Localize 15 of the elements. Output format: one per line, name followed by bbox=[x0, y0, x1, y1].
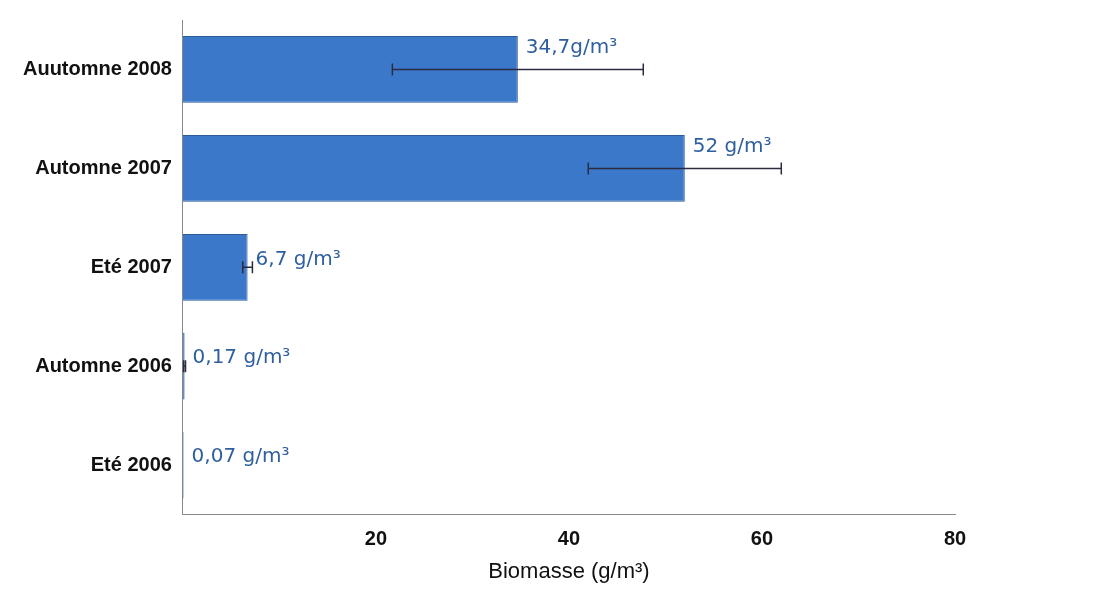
y-tick-label: Eté 2007 bbox=[90, 254, 172, 277]
y-tick-label: Automne 2006 bbox=[35, 353, 172, 376]
y-tick-label: Automne 2007 bbox=[35, 155, 172, 178]
y-tick-label: Auutomne 2008 bbox=[22, 56, 172, 79]
x-tick-label: 80 bbox=[943, 527, 967, 550]
x-axis-title: Biomasse (g/m³) bbox=[488, 557, 650, 583]
data-label: 0,17 g/m³ bbox=[192, 344, 291, 369]
data-label: 34,7g/m³ bbox=[525, 33, 618, 58]
x-tick-label: 60 bbox=[750, 527, 774, 550]
y-tick-label: Eté 2006 bbox=[90, 452, 172, 475]
data-label: 52 g/m³ bbox=[692, 132, 772, 157]
x-tick-label: 20 bbox=[364, 527, 388, 550]
data-label: 6,7 g/m³ bbox=[255, 245, 341, 270]
x-tick-label: 40 bbox=[557, 527, 581, 550]
data-label: 0,07 g/m³ bbox=[191, 443, 290, 468]
